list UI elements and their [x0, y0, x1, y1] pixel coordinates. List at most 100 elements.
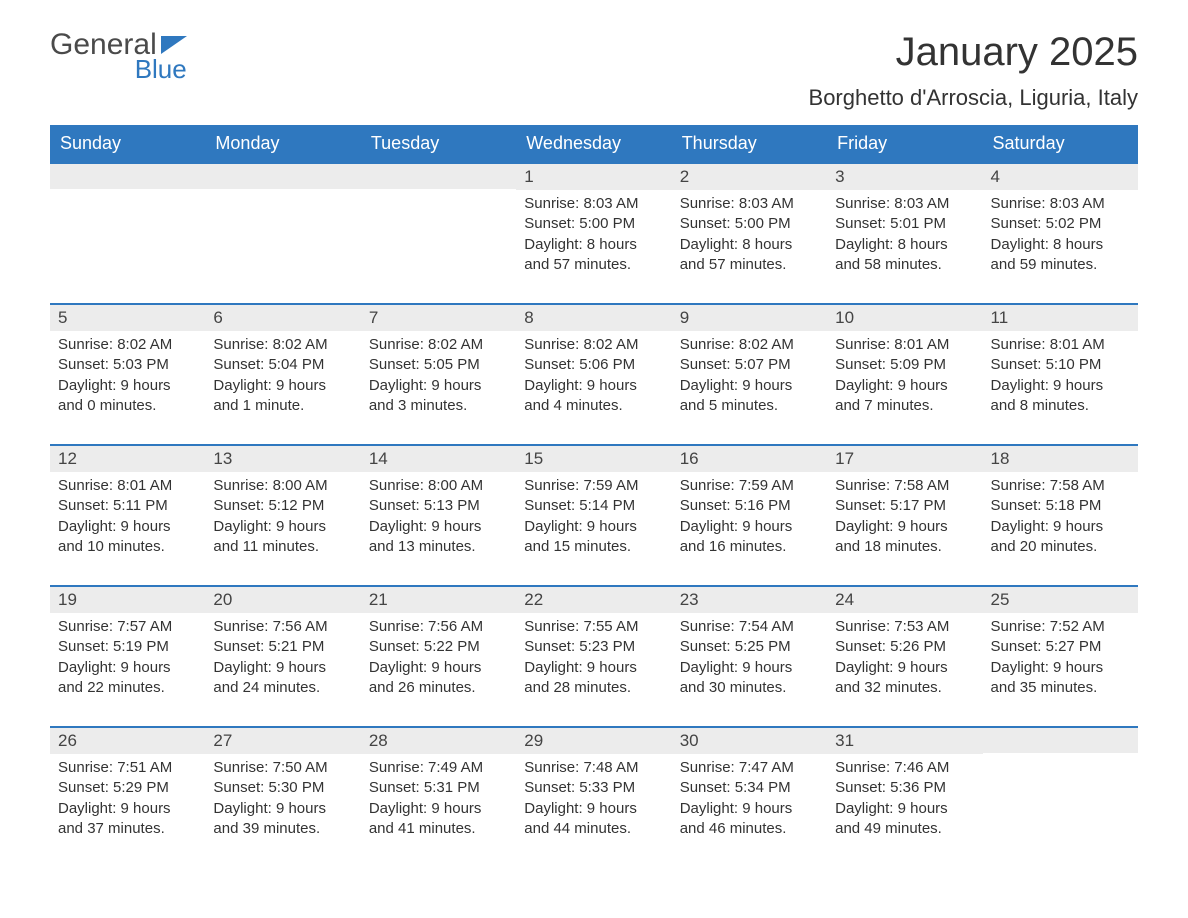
day-line: Daylight: 9 hours and 24 minutes. [213, 658, 352, 699]
day-content: Sunrise: 8:02 AMSunset: 5:03 PMDaylight:… [50, 331, 205, 444]
calendar-cell: 4Sunrise: 8:03 AMSunset: 5:02 PMDaylight… [983, 163, 1138, 304]
day-header: Saturday [983, 125, 1138, 163]
day-line: Daylight: 9 hours and 11 minutes. [213, 517, 352, 558]
day-line: Daylight: 9 hours and 28 minutes. [524, 658, 663, 699]
day-number: 30 [672, 728, 827, 754]
day-line: Sunset: 5:00 PM [680, 214, 819, 234]
day-number: 4 [983, 164, 1138, 190]
day-line: Sunrise: 7:59 AM [524, 476, 663, 496]
day-line: Sunset: 5:02 PM [991, 214, 1130, 234]
day-line: Sunset: 5:23 PM [524, 637, 663, 657]
day-content: Sunrise: 8:01 AMSunset: 5:09 PMDaylight:… [827, 331, 982, 444]
day-line: Sunrise: 7:56 AM [213, 617, 352, 637]
day-content: Sunrise: 8:03 AMSunset: 5:00 PMDaylight:… [672, 190, 827, 303]
day-line: Sunrise: 7:59 AM [680, 476, 819, 496]
day-content: Sunrise: 7:59 AMSunset: 5:16 PMDaylight:… [672, 472, 827, 585]
day-number: 27 [205, 728, 360, 754]
day-line: Daylight: 9 hours and 46 minutes. [680, 799, 819, 840]
day-content: Sunrise: 7:47 AMSunset: 5:34 PMDaylight:… [672, 754, 827, 867]
calendar-cell: 24Sunrise: 7:53 AMSunset: 5:26 PMDayligh… [827, 586, 982, 727]
day-header: Monday [205, 125, 360, 163]
day-content [50, 189, 205, 269]
day-line: Sunset: 5:12 PM [213, 496, 352, 516]
title-block: January 2025 Borghetto d'Arroscia, Ligur… [809, 30, 1138, 111]
day-line: Sunset: 5:05 PM [369, 355, 508, 375]
day-line: Sunset: 5:30 PM [213, 778, 352, 798]
day-content: Sunrise: 8:02 AMSunset: 5:05 PMDaylight:… [361, 331, 516, 444]
day-line: Sunrise: 8:00 AM [369, 476, 508, 496]
day-line: Daylight: 9 hours and 16 minutes. [680, 517, 819, 558]
calendar-cell: 22Sunrise: 7:55 AMSunset: 5:23 PMDayligh… [516, 586, 671, 727]
calendar-cell: 7Sunrise: 8:02 AMSunset: 5:05 PMDaylight… [361, 304, 516, 445]
day-line: Daylight: 9 hours and 0 minutes. [58, 376, 197, 417]
calendar-body: 1Sunrise: 8:03 AMSunset: 5:00 PMDaylight… [50, 163, 1138, 867]
day-line: Sunset: 5:33 PM [524, 778, 663, 798]
day-content: Sunrise: 8:00 AMSunset: 5:12 PMDaylight:… [205, 472, 360, 585]
day-content: Sunrise: 7:56 AMSunset: 5:22 PMDaylight:… [361, 613, 516, 726]
calendar-cell: 19Sunrise: 7:57 AMSunset: 5:19 PMDayligh… [50, 586, 205, 727]
day-line: Sunset: 5:21 PM [213, 637, 352, 657]
day-line: Sunset: 5:36 PM [835, 778, 974, 798]
day-line: Sunset: 5:07 PM [680, 355, 819, 375]
flag-icon [161, 36, 187, 54]
day-number: 6 [205, 305, 360, 331]
day-content: Sunrise: 8:03 AMSunset: 5:00 PMDaylight:… [516, 190, 671, 303]
day-line: Sunrise: 7:58 AM [835, 476, 974, 496]
day-line: Sunset: 5:19 PM [58, 637, 197, 657]
day-line: Sunset: 5:00 PM [524, 214, 663, 234]
day-line: Daylight: 9 hours and 5 minutes. [680, 376, 819, 417]
day-number: 3 [827, 164, 982, 190]
calendar-week: 5Sunrise: 8:02 AMSunset: 5:03 PMDaylight… [50, 304, 1138, 445]
day-line: Daylight: 8 hours and 59 minutes. [991, 235, 1130, 276]
day-line: Sunset: 5:06 PM [524, 355, 663, 375]
day-number: 1 [516, 164, 671, 190]
calendar-cell [205, 163, 360, 304]
day-line: Daylight: 9 hours and 4 minutes. [524, 376, 663, 417]
calendar-cell: 14Sunrise: 8:00 AMSunset: 5:13 PMDayligh… [361, 445, 516, 586]
calendar-cell: 10Sunrise: 8:01 AMSunset: 5:09 PMDayligh… [827, 304, 982, 445]
calendar-cell: 25Sunrise: 7:52 AMSunset: 5:27 PMDayligh… [983, 586, 1138, 727]
day-line: Sunrise: 7:46 AM [835, 758, 974, 778]
day-line: Sunrise: 7:47 AM [680, 758, 819, 778]
calendar-cell: 8Sunrise: 8:02 AMSunset: 5:06 PMDaylight… [516, 304, 671, 445]
day-line: Daylight: 9 hours and 39 minutes. [213, 799, 352, 840]
day-number: 15 [516, 446, 671, 472]
day-line: Sunrise: 7:51 AM [58, 758, 197, 778]
day-content: Sunrise: 7:51 AMSunset: 5:29 PMDaylight:… [50, 754, 205, 867]
day-number: 12 [50, 446, 205, 472]
day-line: Sunrise: 7:53 AM [835, 617, 974, 637]
day-line: Daylight: 9 hours and 37 minutes. [58, 799, 197, 840]
day-content: Sunrise: 8:03 AMSunset: 5:01 PMDaylight:… [827, 190, 982, 303]
month-title: January 2025 [809, 30, 1138, 75]
day-number: 22 [516, 587, 671, 613]
day-content: Sunrise: 8:02 AMSunset: 5:06 PMDaylight:… [516, 331, 671, 444]
calendar-cell: 31Sunrise: 7:46 AMSunset: 5:36 PMDayligh… [827, 727, 982, 867]
day-line: Sunset: 5:17 PM [835, 496, 974, 516]
day-line: Sunset: 5:13 PM [369, 496, 508, 516]
day-number: 20 [205, 587, 360, 613]
calendar-cell: 1Sunrise: 8:03 AMSunset: 5:00 PMDaylight… [516, 163, 671, 304]
day-content: Sunrise: 7:46 AMSunset: 5:36 PMDaylight:… [827, 754, 982, 867]
day-content: Sunrise: 8:00 AMSunset: 5:13 PMDaylight:… [361, 472, 516, 585]
calendar-week: 1Sunrise: 8:03 AMSunset: 5:00 PMDaylight… [50, 163, 1138, 304]
day-content: Sunrise: 8:01 AMSunset: 5:11 PMDaylight:… [50, 472, 205, 585]
day-line: Daylight: 8 hours and 57 minutes. [680, 235, 819, 276]
day-number: 17 [827, 446, 982, 472]
day-content: Sunrise: 7:49 AMSunset: 5:31 PMDaylight:… [361, 754, 516, 867]
day-line: Sunset: 5:25 PM [680, 637, 819, 657]
calendar-cell: 6Sunrise: 8:02 AMSunset: 5:04 PMDaylight… [205, 304, 360, 445]
calendar-cell: 20 Sunrise: 7:56 AMSunset: 5:21 PMDayligh… [205, 586, 360, 727]
day-line: Sunrise: 8:01 AM [991, 335, 1130, 355]
day-content: Sunrise: 7:58 AMSunset: 5:17 PMDaylight:… [827, 472, 982, 585]
calendar-cell: 18Sunrise: 7:58 AMSunset: 5:18 PMDayligh… [983, 445, 1138, 586]
day-content: Sunrise: 7:55 AMSunset: 5:23 PMDaylight:… [516, 613, 671, 726]
calendar-table: SundayMondayTuesdayWednesdayThursdayFrid… [50, 125, 1138, 867]
day-line: Daylight: 9 hours and 8 minutes. [991, 376, 1130, 417]
day-line: Daylight: 9 hours and 26 minutes. [369, 658, 508, 699]
day-number: 21 [361, 587, 516, 613]
day-line: Daylight: 9 hours and 1 minute. [213, 376, 352, 417]
day-line: Daylight: 9 hours and 30 minutes. [680, 658, 819, 699]
day-line: Sunrise: 7:58 AM [991, 476, 1130, 496]
day-line: Sunrise: 8:02 AM [524, 335, 663, 355]
brand-name-part2: Blue [135, 56, 187, 82]
